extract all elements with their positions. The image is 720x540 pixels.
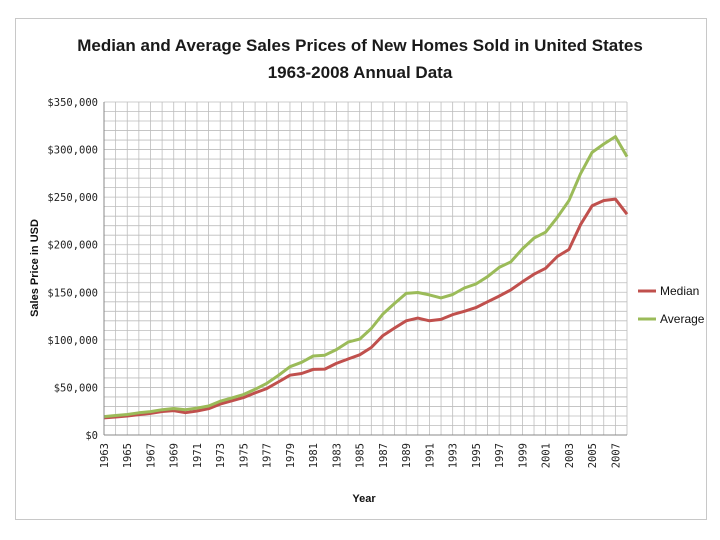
- x-tick-label: 2007: [610, 443, 622, 468]
- x-tick-label: 1981: [308, 443, 320, 468]
- y-tick-label: $200,000: [47, 240, 98, 252]
- x-tick-label: 1977: [262, 443, 274, 468]
- y-tick-label: $0: [85, 430, 98, 442]
- y-tick-label: $350,000: [47, 97, 98, 109]
- x-tick-label: 1965: [122, 443, 134, 468]
- x-tick-label: 1969: [169, 443, 181, 468]
- legend-label-average: Average: [660, 312, 705, 326]
- chart-subtitle: 1963-2008 Annual Data: [268, 63, 453, 82]
- axes: [103, 102, 627, 436]
- x-tick-label: 2005: [587, 443, 599, 468]
- x-tick-label: 1995: [471, 443, 483, 468]
- y-tick-label: $300,000: [47, 145, 98, 157]
- x-tick-label: 1973: [215, 443, 227, 468]
- x-tick-label: 1989: [401, 443, 413, 468]
- y-tick-label: $250,000: [47, 192, 98, 204]
- x-tick-label: 1993: [448, 443, 460, 468]
- y-tick-label: $100,000: [47, 335, 98, 347]
- x-tick-label: 1985: [355, 443, 367, 468]
- x-tick-label: 2001: [541, 443, 553, 468]
- x-tick-label: 1971: [192, 443, 204, 468]
- y-axis-label: Sales Price in USD: [29, 219, 41, 317]
- x-tick-label: 1987: [378, 443, 390, 468]
- y-tick-labels: $0 $50,000 $100,000 $150,000 $200,000 $250,00…: [47, 97, 98, 442]
- y-tick-label: $50,000: [54, 382, 98, 394]
- x-tick-label: 1991: [424, 443, 436, 468]
- x-tick-label: 1967: [146, 443, 158, 468]
- legend: Median Average: [638, 284, 705, 326]
- x-tick-label: 1983: [331, 443, 343, 468]
- legend-label-median: Median: [660, 284, 699, 298]
- x-tick-label: 1979: [285, 443, 297, 468]
- grid: [103, 101, 628, 436]
- series-lines: [103, 135, 629, 420]
- x-tick-label: 1997: [494, 443, 506, 468]
- series-line-average: [103, 135, 629, 419]
- x-tick-label: 1975: [239, 443, 251, 468]
- x-tick-label: 2003: [564, 443, 576, 468]
- x-axis-label: Year: [352, 493, 376, 505]
- x-tick-label: 1999: [517, 443, 529, 468]
- x-tick-label: 1963: [99, 443, 111, 468]
- series-line-median: [103, 197, 629, 420]
- y-tick-label: $150,000: [47, 287, 98, 299]
- chart-title: Median and Average Sales Prices of New H…: [77, 36, 643, 55]
- x-tick-labels: 1963 1965 1967 1969 1971 1973 1975 1977 1979 1981…: [99, 443, 622, 468]
